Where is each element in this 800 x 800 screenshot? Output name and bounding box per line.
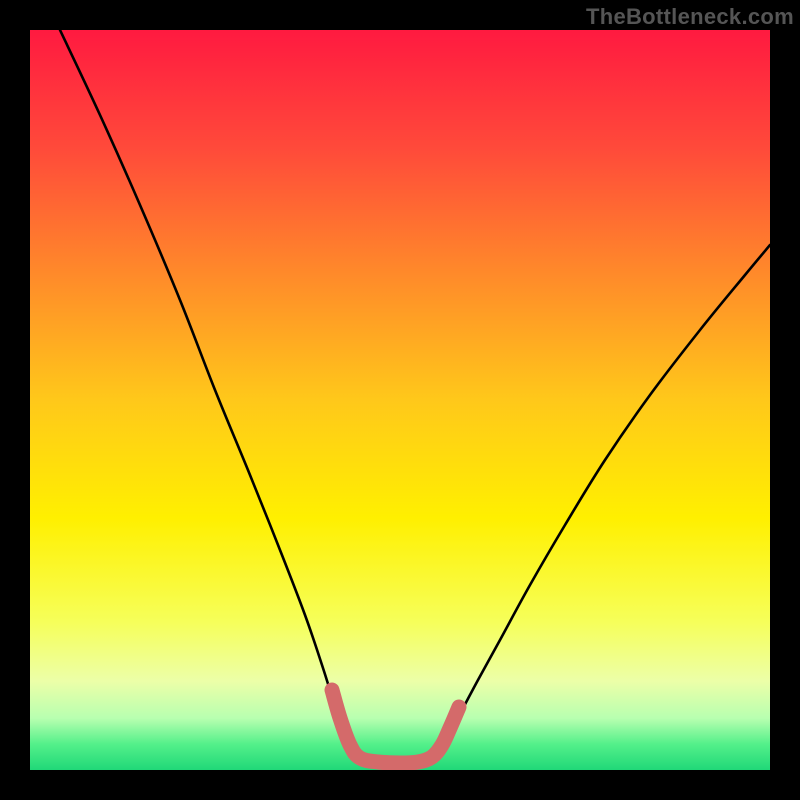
chart-background (30, 30, 770, 770)
